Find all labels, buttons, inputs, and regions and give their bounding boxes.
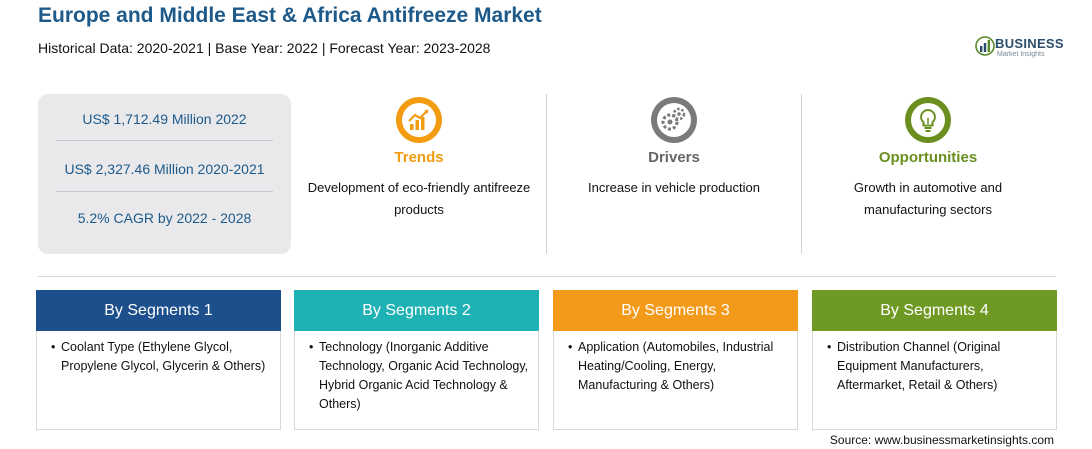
segment-1-text: Coolant Type (Ethylene Glycol, Propylene… — [61, 340, 266, 373]
bullet-icon: • — [827, 340, 832, 354]
trend-chart-icon — [394, 95, 444, 145]
stat-market-value-2022: US$ 1,712.49 Million 2022 — [82, 111, 247, 127]
market-stats-panel: US$ 1,712.49 Million 2022 US$ 2,327.46 M… — [38, 94, 291, 254]
segment-4-text: Distribution Channel (Original Equipment… — [837, 340, 1001, 392]
lightbulb-icon — [903, 95, 953, 145]
opportunities-label: Opportunities — [878, 149, 978, 166]
trends-label: Trends — [394, 149, 444, 166]
trends-description: Development of eco-friendly antifreeze p… — [307, 180, 531, 217]
bullet-icon: • — [51, 340, 56, 354]
column-divider — [546, 94, 547, 254]
bullet-icon: • — [568, 340, 573, 354]
segment-card-4: By Segments 4 • Distribution Channel (Or… — [812, 290, 1057, 430]
bullet-icon: • — [309, 340, 314, 354]
opportunities-description: Growth in automotive and manufacturing s… — [853, 180, 1003, 217]
segment-2-text: Technology (Inorganic Additive Technolog… — [319, 340, 529, 411]
segment-card-2: By Segments 2 • Technology (Inorganic Ad… — [294, 290, 539, 430]
drivers-label: Drivers — [648, 149, 700, 166]
segment-card-3: By Segments 3 • Application (Automobiles… — [553, 290, 798, 430]
stat-divider — [56, 191, 273, 192]
page-subtitle: Historical Data: 2020-2021 | Base Year: … — [38, 40, 491, 56]
bar-chart-logo-icon — [975, 36, 995, 56]
source-credit: Source: www.businessmarketinsights.com — [829, 433, 1054, 447]
stat-market-value-historical: US$ 2,327.46 Million 2020-2021 — [64, 161, 265, 177]
segment-2-title: By Segments 2 — [294, 290, 539, 331]
logo-tagline: Market Insights — [997, 51, 1045, 58]
section-divider — [38, 276, 1056, 277]
business-market-insights-logo: BUSINESS Market Insights — [975, 33, 1065, 63]
stat-cagr: 5.2% CAGR by 2022 - 2028 — [77, 210, 252, 226]
segment-1-title: By Segments 1 — [36, 290, 281, 331]
segment-card-1: By Segments 1 • Coolant Type (Ethylene G… — [36, 290, 281, 430]
page-title: Europe and Middle East & Africa Antifree… — [38, 4, 542, 27]
segment-3-title: By Segments 3 — [553, 290, 798, 331]
segment-4-title: By Segments 4 — [812, 290, 1057, 331]
column-divider — [801, 94, 802, 254]
drivers-description: Increase in vehicle production — [588, 180, 760, 195]
stat-divider — [56, 140, 273, 141]
logo-name: BUSINESS — [995, 36, 1064, 51]
segment-3-text: Application (Automobiles, Industrial Hea… — [578, 340, 774, 392]
gears-icon — [649, 95, 699, 145]
